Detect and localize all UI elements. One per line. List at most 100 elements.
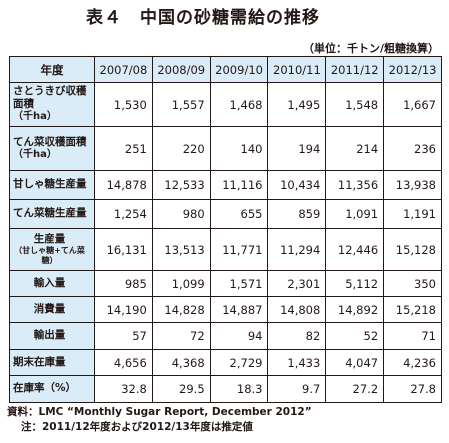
table-cell: 251 xyxy=(94,126,153,171)
table-cell: 14,190 xyxy=(94,296,153,323)
table-cell: 11,116 xyxy=(209,170,269,200)
table-cell: 1,495 xyxy=(267,82,327,127)
table-cell: 859 xyxy=(267,199,327,229)
table-cell: 655 xyxy=(209,199,269,229)
table-cell: 9.7 xyxy=(267,375,327,403)
table-cell: 350 xyxy=(383,270,442,297)
table-cell: 5,112 xyxy=(325,270,385,297)
row-header: てん菜糖生産量 xyxy=(9,199,95,229)
table-cell: 985 xyxy=(94,270,153,297)
table-cell: 4,656 xyxy=(94,349,153,376)
table-cell: 236 xyxy=(383,126,442,171)
table-cell: 27.8 xyxy=(383,375,442,403)
table-cell: 13,513 xyxy=(151,228,211,271)
row-header: 輸入量 xyxy=(9,270,95,297)
table-header-row: 年度 2007/08 2008/09 2009/10 2010/11 2011/… xyxy=(9,56,442,83)
row-label: 期末在庫量 xyxy=(13,355,66,368)
row-label: 甘しゃ糖生産量 xyxy=(13,178,87,191)
table-row: 輸出量 57 72 94 82 52 71 xyxy=(9,322,442,350)
table-cell: 82 xyxy=(267,322,327,350)
footnotes: 資料：LMC “Monthly Sugar Report, December 2… xyxy=(7,405,312,435)
page-title: 表４ 中国の砂糖需給の推移 xyxy=(86,8,320,28)
table-row: 輸入量 985 1,099 1,571 2,301 5,112 350 xyxy=(9,270,442,297)
table-cell: 2,729 xyxy=(209,349,269,376)
table-cell: 14,808 xyxy=(267,296,327,323)
table-cell: 2,301 xyxy=(267,270,327,297)
table-cell: 57 xyxy=(94,322,153,350)
table-cell: 14,887 xyxy=(209,296,269,323)
table-cell: 14,892 xyxy=(325,296,385,323)
table-cell: 1,091 xyxy=(325,199,385,229)
row-header: さとうきび収穫面積 （千ha） xyxy=(9,82,95,127)
row-label: 輸出量 xyxy=(33,329,66,342)
table-cell: 11,356 xyxy=(325,170,385,200)
row-label: てん菜収穫面積 xyxy=(13,135,87,148)
table-cell: 1,099 xyxy=(151,270,211,297)
table-row: さとうきび収穫面積 （千ha） 1,530 1,557 1,468 1,495 … xyxy=(9,82,442,127)
row-header: 甘しゃ糖生産量 xyxy=(9,170,95,200)
row-header: 生産量 （甘しゃ糖+てん菜糖） xyxy=(9,228,95,271)
sugar-supply-demand-table: 年度 2007/08 2008/09 2009/10 2010/11 2011/… xyxy=(9,56,442,403)
table-cell: 10,434 xyxy=(267,170,327,200)
table-row: 期末在庫量 4,656 4,368 2,729 1,433 4,047 4,23… xyxy=(9,349,442,376)
unit-note: （単位：千トン/粗糖換算） xyxy=(302,42,439,55)
row-header: 期末在庫量 xyxy=(9,349,95,376)
table-cell: 13,938 xyxy=(383,170,442,200)
table-cell: 15,218 xyxy=(383,296,442,323)
table-cell: 1,254 xyxy=(94,199,153,229)
table-cell: 15,128 xyxy=(383,228,442,271)
table-cell: 71 xyxy=(383,322,442,350)
row-label: 輸入量 xyxy=(33,276,66,289)
table-cell: 214 xyxy=(325,126,385,171)
table-cell: 52 xyxy=(325,322,385,350)
row-label: てん菜糖生産量 xyxy=(13,207,87,220)
row-label: 在庫率（%） xyxy=(13,382,77,395)
table-cell: 29.5 xyxy=(151,375,211,403)
table-cell: 1,468 xyxy=(209,82,269,127)
table-cell: 4,236 xyxy=(383,349,442,376)
table-cell: 14,828 xyxy=(151,296,211,323)
table-cell: 1,548 xyxy=(325,82,385,127)
year-header: 2008/09 xyxy=(151,56,211,83)
row-header: 消費量 xyxy=(9,296,95,323)
table-cell: 980 xyxy=(151,199,211,229)
table-cell: 1,667 xyxy=(383,82,442,127)
table-cell: 4,368 xyxy=(151,349,211,376)
table-cell: 4,047 xyxy=(325,349,385,376)
table-row: 甘しゃ糖生産量 14,878 12,533 11,116 10,434 11,3… xyxy=(9,170,442,200)
table-row: 在庫率（%） 32.8 29.5 18.3 9.7 27.2 27.8 xyxy=(9,375,442,403)
table-row: 生産量 （甘しゃ糖+てん菜糖） 16,131 13,513 11,771 11,… xyxy=(9,228,442,271)
source-note: 資料：LMC “Monthly Sugar Report, December 2… xyxy=(7,406,312,418)
row-sublabel: （千ha） xyxy=(13,148,57,160)
table-row: 消費量 14,190 14,828 14,887 14,808 14,892 1… xyxy=(9,296,442,323)
year-header: 2011/12 xyxy=(325,56,385,83)
row-sublabel: （甘しゃ糖+てん菜糖） xyxy=(14,246,85,266)
table-cell: 12,533 xyxy=(151,170,211,200)
table-row: てん菜収穫面積 （千ha） 251 220 140 194 214 236 xyxy=(9,126,442,171)
table-cell: 220 xyxy=(151,126,211,171)
table-cell: 194 xyxy=(267,126,327,171)
table-cell: 16,131 xyxy=(94,228,153,271)
estimate-note: 注：2011/12年度および2012/13年度は推定値 xyxy=(21,421,253,433)
table-cell: 32.8 xyxy=(94,375,153,403)
table-cell: 1,571 xyxy=(209,270,269,297)
table-cell: 11,771 xyxy=(209,228,269,271)
year-header: 2007/08 xyxy=(94,56,153,83)
table-cell: 94 xyxy=(209,322,269,350)
table-cell: 14,878 xyxy=(94,170,153,200)
row-header: てん菜収穫面積 （千ha） xyxy=(9,126,95,171)
table-cell: 12,446 xyxy=(325,228,385,271)
row-sublabel: （千ha） xyxy=(13,111,57,123)
table-cell: 1,557 xyxy=(151,82,211,127)
table-cell: 1,530 xyxy=(94,82,153,127)
table-cell: 72 xyxy=(151,322,211,350)
row-label: 生産量 xyxy=(33,232,66,245)
year-header: 2012/13 xyxy=(383,56,442,83)
table-row: てん菜糖生産量 1,254 980 655 859 1,091 1,191 xyxy=(9,199,442,229)
year-header: 2010/11 xyxy=(267,56,327,83)
row-header: 在庫率（%） xyxy=(9,375,95,403)
row-header: 輸出量 xyxy=(9,322,95,350)
table-cell: 18.3 xyxy=(209,375,269,403)
row-label: 消費量 xyxy=(33,302,66,315)
table-cell: 1,191 xyxy=(383,199,442,229)
